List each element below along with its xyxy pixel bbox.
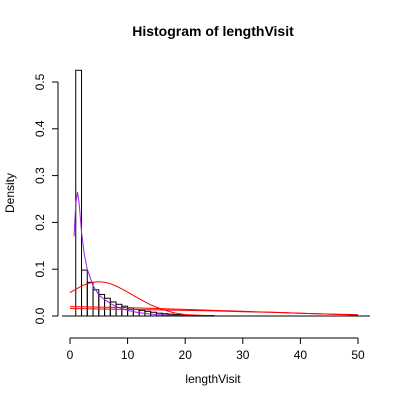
x-tick-label-30: 30	[236, 348, 250, 362]
x-tick-label-40: 40	[294, 348, 308, 362]
x-tick-label-20: 20	[179, 348, 193, 362]
chart-title: Histogram of lengthVisit	[132, 23, 294, 39]
y-tick-label-0.5: 0.5	[33, 73, 47, 90]
histogram-bar-3	[86, 281, 94, 317]
density-curve-1	[73, 191, 358, 317]
histogram-bar-1	[75, 69, 83, 317]
x-axis: 0 10 20 30 40 50	[62, 315, 370, 362]
y-tick-label-0.4: 0.4	[33, 120, 47, 137]
x-tick-label-10: 10	[121, 348, 135, 362]
y-tick-label-0.3: 0.3	[33, 167, 47, 184]
x-tick-label-0: 0	[67, 348, 74, 362]
density-curves	[69, 191, 359, 317]
histogram-bar-8	[115, 303, 123, 317]
y-axis: 0.0 0.1 0.2 0.3 0.4 0.5	[33, 73, 59, 324]
y-axis-label: Density	[3, 173, 17, 213]
density-curve-4	[69, 308, 359, 316]
y-tick-label-0.1: 0.1	[33, 261, 47, 278]
y-tick-label-0.0: 0.0	[33, 307, 47, 324]
x-tick-label-50: 50	[351, 348, 365, 362]
x-axis-label: lengthVisit	[185, 372, 241, 386]
y-tick-label-0.2: 0.2	[33, 214, 47, 231]
histogram-bars	[75, 69, 215, 317]
